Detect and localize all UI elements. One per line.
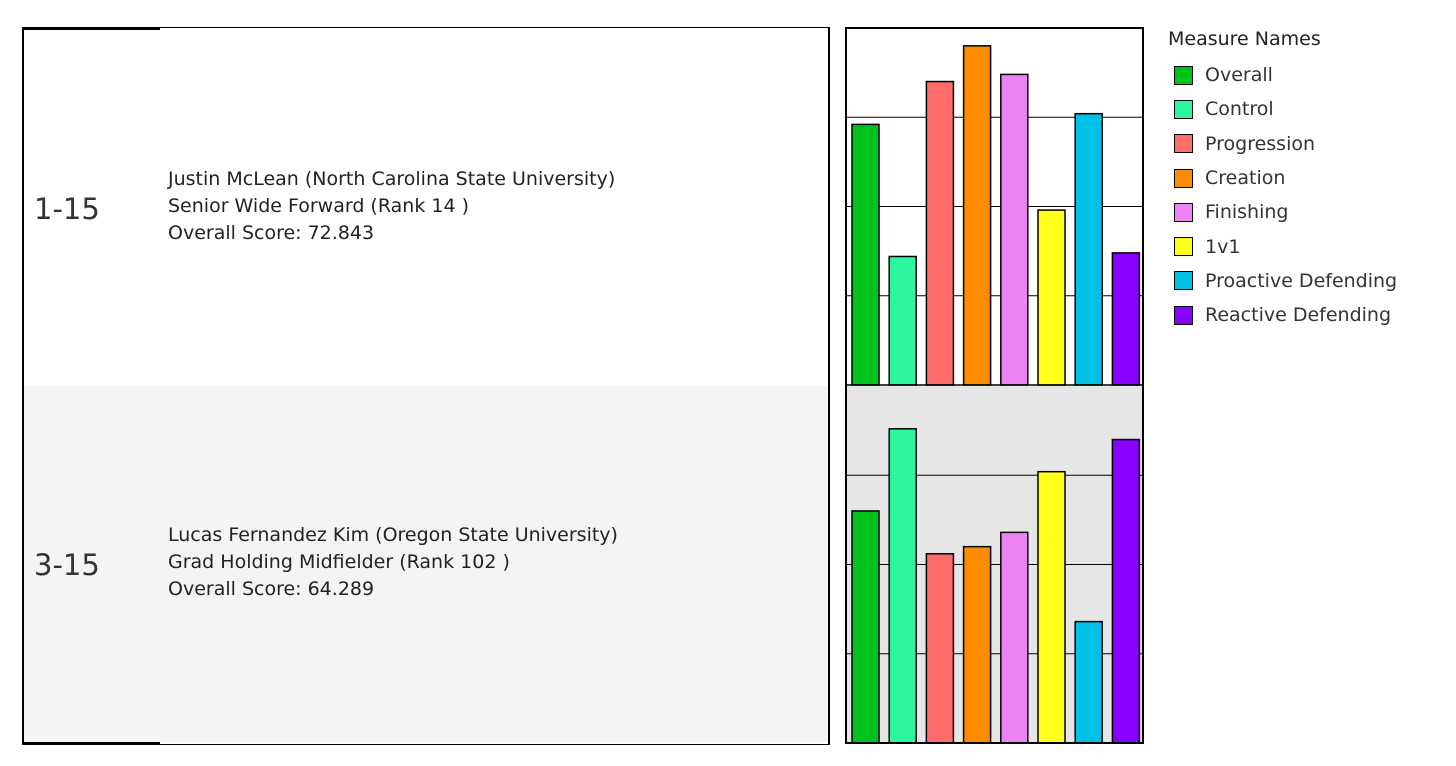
- table-border-bottom: [22, 742, 160, 745]
- table-border-top-thin: [160, 27, 828, 28]
- bar-creation: [962, 545, 992, 744]
- legend-label: Reactive Defending: [1205, 304, 1392, 327]
- chart-frame: [845, 27, 1144, 744]
- legend-title: Measure Names: [1168, 28, 1321, 50]
- bar-reactive-defending: [1111, 438, 1141, 744]
- legend-swatch: [1174, 65, 1193, 85]
- legend-label: 1v1: [1205, 235, 1241, 258]
- legend-swatch: [1174, 99, 1193, 119]
- bar-finishing: [1000, 73, 1029, 386]
- legend-label: Creation: [1205, 167, 1286, 190]
- table-row[interactable]: 1-15 Justin McLean (North Carolina State…: [24, 30, 828, 386]
- legend-item[interactable]: Reactive Defending: [1168, 298, 1397, 332]
- bar-control: [888, 255, 917, 386]
- bar-1v1: [1037, 470, 1066, 744]
- bar-creation: [962, 45, 992, 386]
- table-row[interactable]: 3-15 Lucas Fernandez Kim (Oregon State U…: [24, 386, 828, 742]
- legend-label: Finishing: [1205, 201, 1289, 224]
- table-border-top: [22, 27, 160, 30]
- bar-overall: [851, 123, 880, 386]
- player-overall-score: Overall Score: 64.289: [168, 578, 375, 600]
- player-info: Justin McLean (North Carolina State Univ…: [168, 166, 615, 247]
- bar-progression: [925, 553, 955, 744]
- legend-swatch: [1174, 202, 1193, 222]
- bar-proactive-defending: [1074, 620, 1103, 744]
- legend-item[interactable]: Control: [1168, 92, 1397, 126]
- legend-swatch: [1174, 168, 1193, 188]
- table-border-left: [22, 27, 24, 745]
- bar-finishing: [1000, 531, 1029, 744]
- legend-label: Overall: [1205, 64, 1273, 87]
- legend-label: Proactive Defending: [1205, 269, 1398, 292]
- legend-swatch: [1174, 271, 1193, 291]
- legend: Measure Names Overall Control Progression C…: [1168, 28, 1397, 332]
- bar-reactive-defending: [1111, 252, 1141, 386]
- player-position-rank: Senior Wide Forward (Rank 14 ): [168, 195, 469, 217]
- legend-item[interactable]: Creation: [1168, 161, 1397, 195]
- bar-overall: [851, 510, 880, 744]
- legend-item[interactable]: 1v1: [1168, 229, 1397, 263]
- player-overall-score: Overall Score: 72.843: [168, 222, 375, 244]
- bar-chart: [845, 27, 1145, 747]
- player-name-school: Justin McLean (North Carolina State Univ…: [168, 168, 616, 190]
- legend-label: Progression: [1205, 132, 1316, 155]
- legend-item[interactable]: Progression: [1168, 127, 1397, 161]
- table-border-bottom-thin: [160, 744, 828, 745]
- bar-chart-svg: [845, 27, 1144, 744]
- legend-swatch: [1174, 305, 1193, 325]
- player-name-school: Lucas Fernandez Kim (Oregon State Univer…: [168, 524, 618, 546]
- bar-progression: [925, 80, 955, 386]
- legend-item[interactable]: Finishing: [1168, 195, 1397, 229]
- legend-swatch: [1174, 134, 1193, 154]
- row-id: 3-15: [34, 548, 100, 582]
- row-id: 1-15: [34, 192, 100, 226]
- bar-proactive-defending: [1074, 112, 1103, 386]
- player-info: Lucas Fernandez Kim (Oregon State Univer…: [168, 522, 618, 603]
- legend-item[interactable]: Overall: [1168, 58, 1397, 92]
- player-position-rank: Grad Holding Midfielder (Rank 102 ): [168, 551, 510, 573]
- legend-item[interactable]: Proactive Defending: [1168, 264, 1397, 298]
- player-table: 1-15 Justin McLean (North Carolina State…: [22, 27, 830, 745]
- bar-1v1: [1037, 209, 1066, 386]
- legend-label: Control: [1205, 98, 1274, 121]
- legend-swatch: [1174, 237, 1193, 257]
- bar-control: [888, 428, 917, 744]
